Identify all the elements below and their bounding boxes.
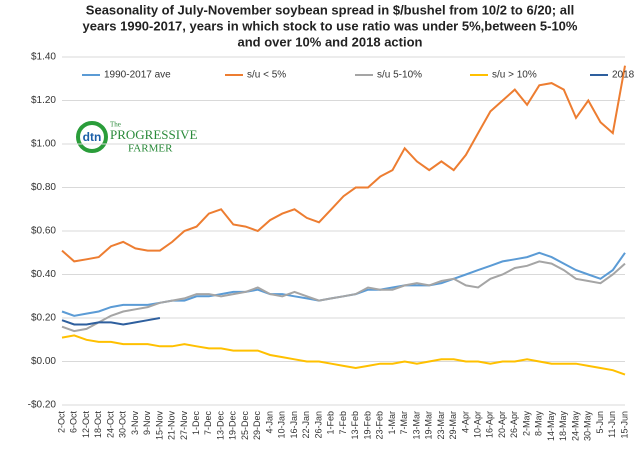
x-tick-label: 1-Mar <box>387 411 397 435</box>
x-tick-label: 15-Jun <box>619 411 629 439</box>
x-tick-label: 20-Apr <box>497 411 507 438</box>
x-tick-label: 26-Apr <box>509 411 519 438</box>
x-tick-label: 8-May <box>534 411 544 437</box>
chart-title: and over 10% and 2018 action <box>238 34 423 49</box>
x-tick-label: 22-Jan <box>301 411 311 439</box>
logo-mark: dtn <box>83 130 102 144</box>
x-tick-label: 3-Nov <box>130 411 140 436</box>
x-tick-label: 13-Mar <box>411 411 421 440</box>
x-tick-label: 13-Feb <box>350 411 360 440</box>
series-line <box>61 317 161 326</box>
series-line <box>61 334 626 376</box>
x-tick-label: 12-Oct <box>81 411 91 439</box>
x-tick-label: 1-Feb <box>326 411 336 435</box>
x-tick-label: 19-Feb <box>362 411 372 440</box>
x-tick-label: 25-Dec <box>240 411 250 441</box>
x-tick-label: 27-Nov <box>179 411 189 441</box>
chart-title: Seasonality of July-November soybean spr… <box>86 2 574 17</box>
legend-label: s/u 5-10% <box>377 70 422 81</box>
x-tick-label: 15-Nov <box>154 411 164 441</box>
y-tick-label: $1.40 <box>31 52 56 63</box>
x-tick-label: 29-Mar <box>448 411 458 440</box>
x-tick-label: 10-Jan <box>277 411 287 439</box>
x-tick-label: 9-Nov <box>142 411 152 436</box>
legend-label: 2018 <box>612 70 635 81</box>
x-tick-label: 23-Mar <box>436 411 446 440</box>
series-line <box>61 65 626 263</box>
x-tick-label: 6-Oct <box>69 411 79 434</box>
x-tick-label: 30-Oct <box>118 411 128 439</box>
y-tick-label: $0.80 <box>31 182 56 193</box>
legend-label: 1990-2017 ave <box>104 70 171 81</box>
legend-label: s/u > 10% <box>492 70 537 81</box>
x-tick-label: 7-Mar <box>399 411 409 435</box>
x-tick-label: 11-Jun <box>607 411 617 438</box>
y-tick-label: $0.40 <box>31 269 56 280</box>
logo: dtn The PROGRESSIVE FARMER <box>76 121 197 155</box>
x-tick-label: 18-May <box>558 411 568 442</box>
x-tick-label: 19-Dec <box>228 411 238 441</box>
legend-label: s/u < 5% <box>247 70 286 81</box>
y-tick-label: -$0.20 <box>28 400 57 411</box>
x-tick-label: 10-Apr <box>473 411 483 438</box>
chart-title: years 1990-2017, years in which stock to… <box>83 18 578 33</box>
y-tick-label: $0.20 <box>31 313 56 324</box>
x-tick-label: 14-May <box>546 411 556 442</box>
x-tick-label: 24-Oct <box>105 411 115 439</box>
x-tick-label: 13-Dec <box>215 411 225 441</box>
x-tick-label: 29-Dec <box>252 411 262 441</box>
y-tick-label: $1.20 <box>31 95 56 106</box>
x-tick-label: 18-Oct <box>93 411 103 439</box>
x-tick-label: 19-Mar <box>424 411 434 440</box>
series-line <box>61 260 626 333</box>
x-tick-label: 1-Dec <box>191 411 201 436</box>
x-tick-label: 7-Feb <box>338 411 348 435</box>
x-tick-label: 2-May <box>521 411 531 437</box>
x-tick-label: 16-Apr <box>485 411 495 438</box>
logo-text: FARMER <box>128 143 173 155</box>
x-tick-label: 21-Nov <box>167 411 177 441</box>
x-tick-label: 4-Apr <box>460 411 470 433</box>
x-tick-label: 5-Jun <box>595 411 605 434</box>
x-tick-label: 16-Jan <box>289 411 299 439</box>
x-tick-label: 24-May <box>570 411 580 442</box>
x-tick-label: 4-Jan <box>264 411 274 434</box>
y-tick-label: $0.60 <box>31 226 56 237</box>
x-tick-label: 30-May <box>583 411 593 442</box>
x-tick-label: 7-Dec <box>203 411 213 436</box>
y-tick-label: $1.00 <box>31 139 56 150</box>
y-tick-label: $0.00 <box>31 356 56 367</box>
x-tick-label: 26-Jan <box>313 411 323 439</box>
x-tick-label: 2-Oct <box>56 411 66 434</box>
logo-text: PROGRESSIVE <box>110 127 197 142</box>
x-tick-label: 23-Feb <box>375 411 385 440</box>
logo-text: The <box>110 121 121 129</box>
